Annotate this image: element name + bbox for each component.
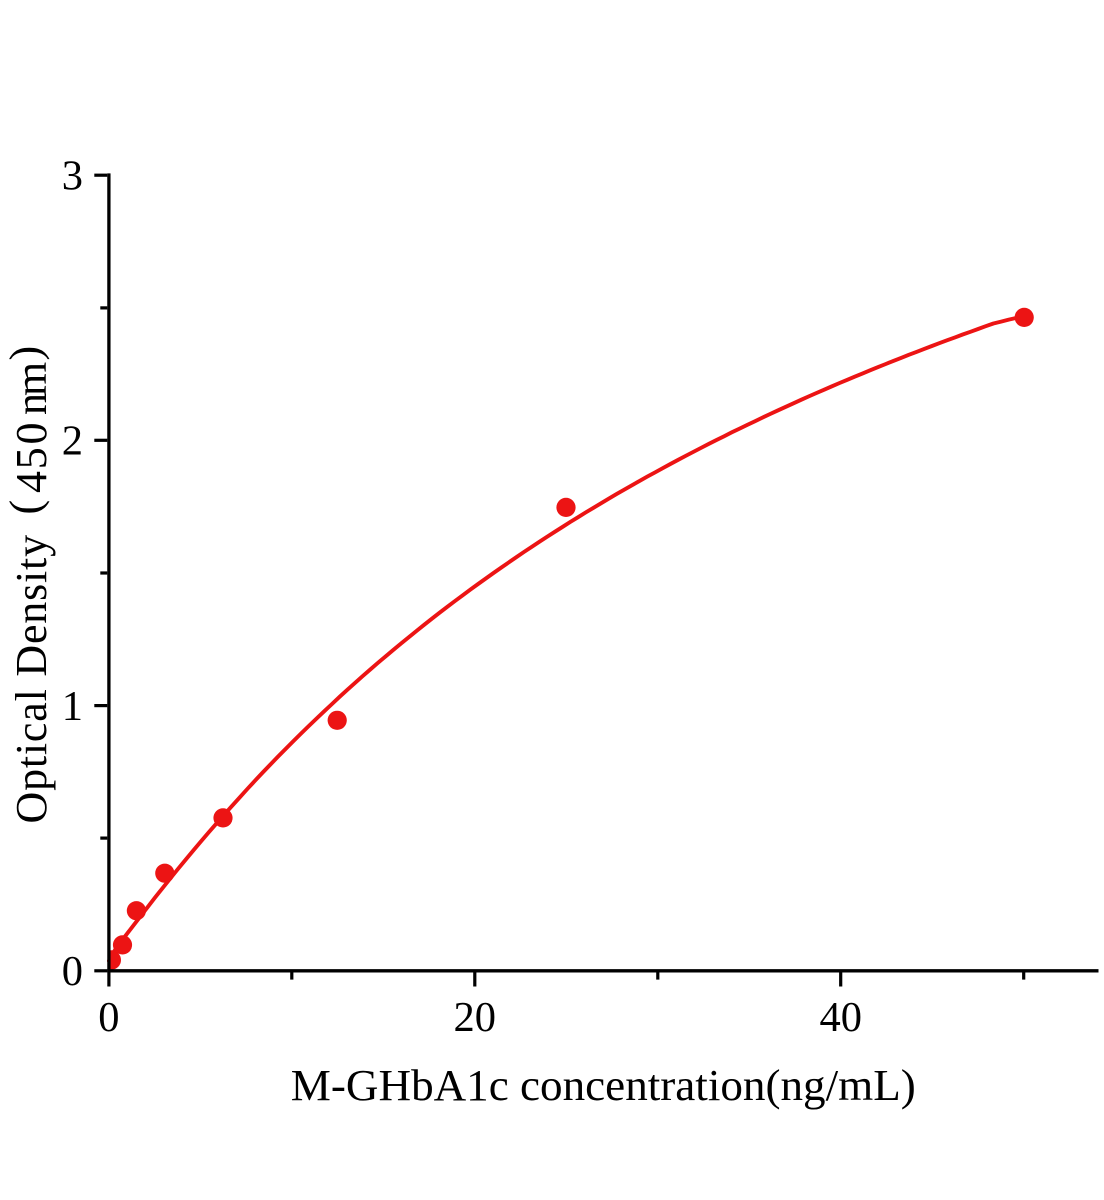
- svg-text:20: 20: [454, 994, 497, 1041]
- svg-text:1: 1: [62, 683, 83, 730]
- svg-text:2: 2: [62, 418, 83, 465]
- svg-text:3: 3: [62, 153, 83, 200]
- svg-text:Optical Density(450nm): Optical Density(450nm): [1, 345, 56, 823]
- svg-text:M-GHbA1c concentration(ng/mL): M-GHbA1c concentration(ng/mL): [291, 1061, 916, 1110]
- svg-text:0: 0: [62, 948, 83, 995]
- svg-text:0: 0: [98, 994, 119, 1041]
- svg-text:40: 40: [819, 994, 862, 1041]
